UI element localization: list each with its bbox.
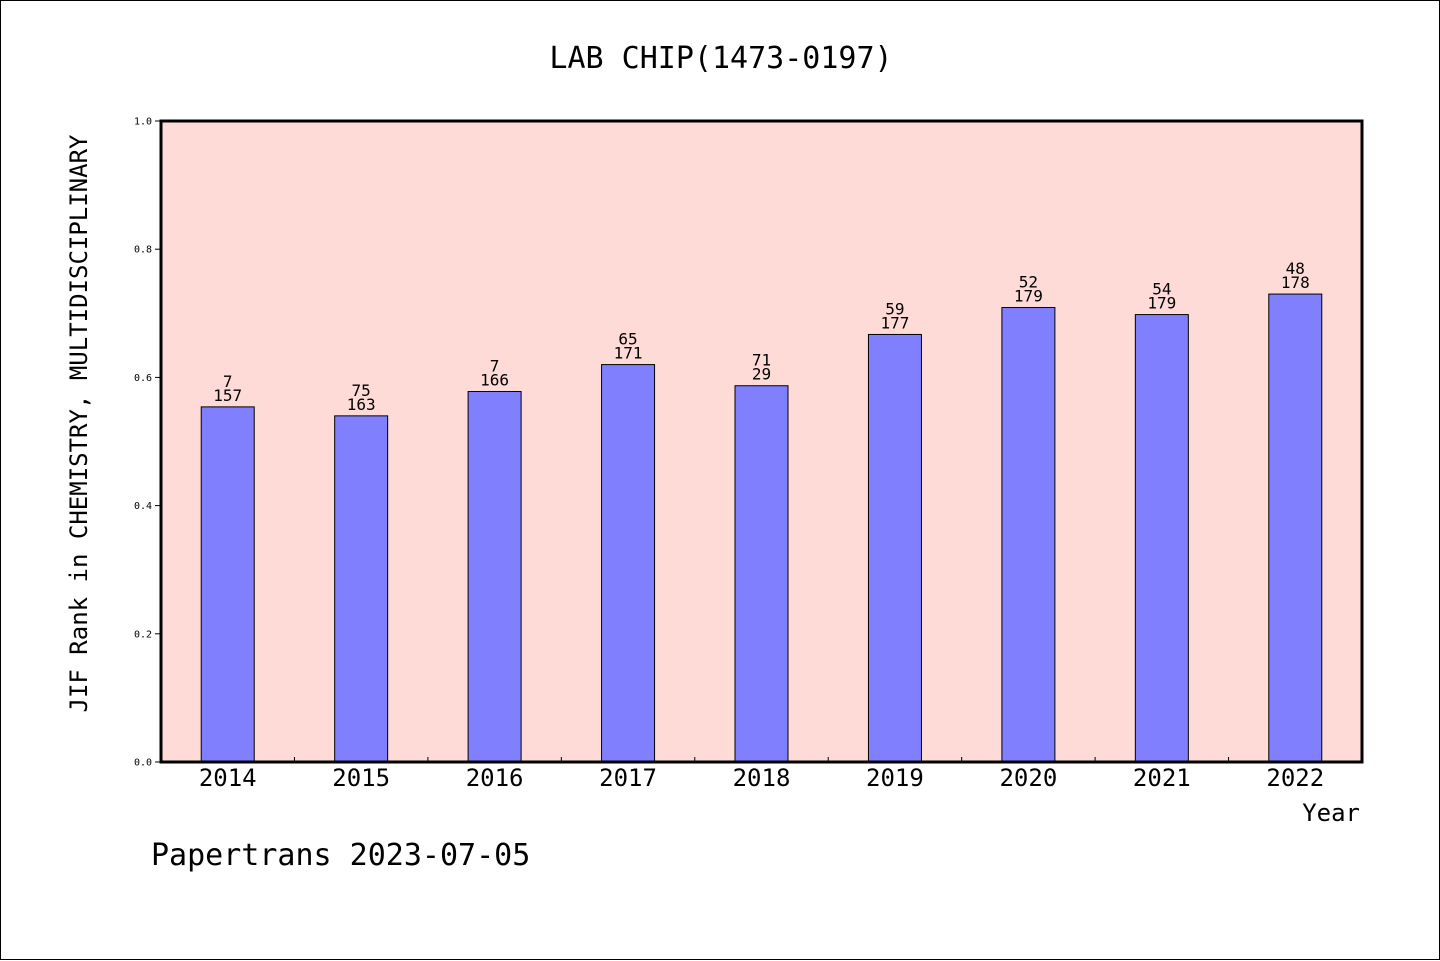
bar-label-bottom-2020: 179 — [1014, 287, 1043, 306]
y-axis-label: JIF Rank in CHEMISTRY, MULTIDISCIPLINARY — [65, 134, 93, 713]
bar-label-top-2021: 54 — [1152, 280, 1171, 299]
x-tick-label: 2018 — [733, 764, 791, 792]
bar-label-top-2015: 75 — [352, 381, 371, 400]
y-tick-label: 1.0 — [134, 117, 152, 128]
bar-label-top-2020: 52 — [1019, 273, 1038, 292]
bar-label-bottom-2021: 179 — [1147, 294, 1176, 313]
bar-2020 — [1001, 307, 1056, 763]
bar-label-top-2019: 59 — [885, 299, 904, 318]
x-tick-label: 2017 — [599, 764, 657, 792]
x-axis-label: Year — [1302, 799, 1360, 827]
x-tick-label: 2016 — [466, 764, 524, 792]
plot-border — [159, 119, 1364, 764]
y-tick-label: 0.4 — [134, 501, 152, 512]
bar-label-bottom-2016: 166 — [480, 371, 509, 390]
footer-credit: Papertrans 2023-07-05 — [151, 838, 530, 873]
chart-title: LAB CHIP(1473-0197) — [549, 41, 892, 76]
bar-label-bottom-2017: 171 — [614, 344, 643, 363]
bar-label-bottom-2015: 163 — [347, 395, 376, 414]
bar-label-bottom-2022: 178 — [1281, 273, 1310, 292]
x-tick-label: 2019 — [866, 764, 924, 792]
x-tick-label: 2014 — [199, 764, 257, 792]
bar-label-top-2014: 7 — [223, 372, 233, 391]
bar-2014 — [200, 406, 255, 763]
bar-label-top-2022: 48 — [1286, 259, 1305, 278]
bar-label-top-2018: 71 — [752, 351, 771, 370]
bar-label-top-2017: 65 — [618, 330, 637, 349]
bar-label-bottom-2018: 29 — [752, 365, 771, 384]
bar-2022 — [1268, 293, 1323, 763]
bar-2015 — [334, 415, 389, 763]
x-tick-label: 2020 — [999, 764, 1057, 792]
bar-label-bottom-2019: 177 — [880, 313, 909, 332]
y-tick-label: 0.6 — [134, 373, 152, 384]
bar-2021 — [1134, 314, 1189, 763]
bar-label-top-2016: 7 — [490, 357, 500, 376]
bar-2018 — [734, 385, 789, 763]
y-tick-label: 0.2 — [134, 629, 152, 640]
bar-2016 — [467, 391, 522, 763]
bar-2019 — [867, 333, 922, 763]
x-tick-label: 2015 — [332, 764, 390, 792]
x-tick-label: 2022 — [1266, 764, 1324, 792]
bar-label-bottom-2014: 157 — [213, 386, 242, 405]
x-tick-label: 2021 — [1133, 764, 1191, 792]
y-tick-label: 0.8 — [134, 245, 152, 256]
y-tick-label: 0.0 — [134, 758, 152, 769]
bar-2017 — [601, 364, 656, 763]
